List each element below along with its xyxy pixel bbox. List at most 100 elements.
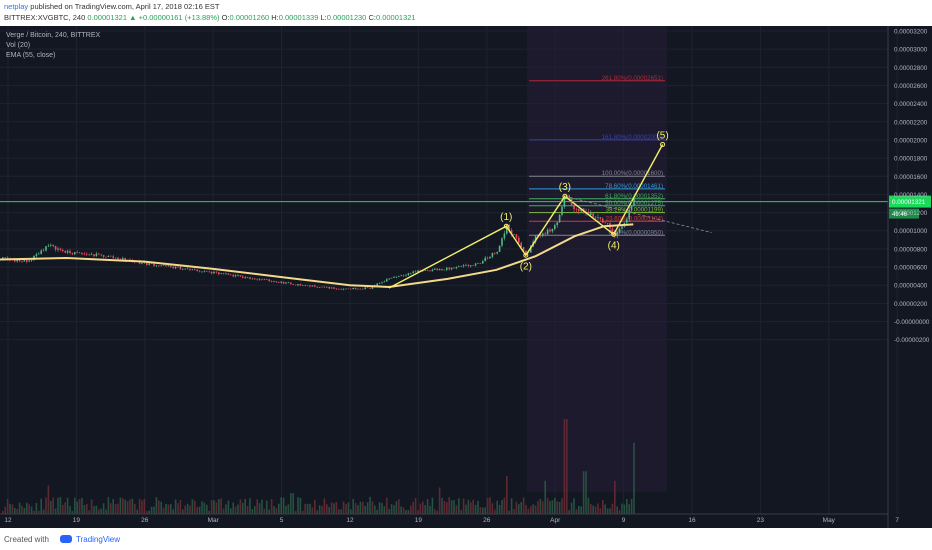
volume-bar — [609, 508, 611, 514]
candle-body — [201, 271, 203, 273]
candle-body — [40, 250, 42, 254]
volume-bar — [590, 504, 592, 514]
candle-body — [556, 222, 558, 226]
legend-title[interactable]: Verge / Bitcoin, 240, BITTREX — [6, 32, 101, 39]
candle-body — [448, 267, 450, 270]
fib-price: 0.00000950 — [628, 229, 661, 236]
candle-body — [112, 256, 114, 258]
volume-bar — [450, 500, 453, 514]
volume-bar — [309, 503, 311, 514]
candle-body — [489, 256, 491, 259]
chart-legend: Verge / Bitcoin, 240, BITTREX Vol (20) E… — [6, 31, 100, 61]
candle-body — [460, 266, 462, 267]
candle-body — [614, 232, 616, 237]
volume-bar — [86, 503, 88, 514]
volume-bar — [251, 509, 254, 514]
candle-body — [359, 288, 362, 290]
elliott-wave-line — [388, 144, 664, 289]
fib-price: 0.00002651 — [628, 75, 661, 82]
volume-bar — [426, 499, 429, 514]
candle-body — [237, 275, 239, 276]
volume-bar — [494, 509, 496, 514]
candle-body — [486, 257, 489, 259]
volume-bar — [285, 505, 287, 514]
volume-bar — [280, 497, 282, 514]
volume-bar — [62, 504, 64, 514]
volume-bar — [424, 505, 426, 514]
candle-body — [314, 285, 316, 287]
candle-body — [446, 267, 448, 270]
candle-body — [249, 277, 251, 279]
chart-panel[interactable]: 261.80%(0.00002651) 161.80%(0.00002001) 10… — [0, 26, 932, 528]
volume-bar — [573, 498, 575, 514]
fib-paren-close: ) — [661, 170, 663, 177]
legend-ema[interactable]: EMA (55, close) — [6, 52, 56, 59]
volume-bar — [458, 498, 460, 514]
volume-bar — [71, 510, 74, 514]
chart-svg[interactable]: 261.80%(0.00002651)161.80%(0.00002001)10… — [0, 26, 932, 528]
volume-bar — [150, 506, 153, 514]
wave-label: (3) — [559, 182, 571, 193]
volume-bar — [477, 500, 479, 514]
volume-bar — [474, 504, 477, 514]
volume-bar — [14, 507, 16, 514]
candle-body — [172, 266, 174, 269]
volume-bar — [290, 493, 292, 514]
volume-bar — [294, 510, 297, 514]
volume-bar — [599, 508, 602, 514]
volume-bar — [376, 509, 378, 514]
volume-bar — [213, 500, 215, 514]
candle-body — [573, 205, 575, 210]
candle-body — [626, 219, 628, 223]
candle-body — [244, 277, 246, 279]
high-label: H: — [271, 13, 279, 22]
x-tick-label: 9 — [622, 517, 626, 524]
y-tick-label: 0.00003200 — [894, 28, 928, 35]
volume-bar — [234, 506, 237, 514]
candle-body — [470, 265, 472, 267]
candle-body — [196, 269, 198, 272]
volume-bar — [611, 503, 614, 514]
legend-volume[interactable]: Vol (20) — [6, 42, 31, 49]
candle-body — [170, 265, 172, 267]
candle-body — [198, 271, 201, 272]
candle-body — [26, 259, 28, 262]
candle-body — [167, 265, 170, 267]
candle-body — [604, 222, 606, 224]
volume-bar — [275, 508, 278, 514]
candle-body — [215, 271, 218, 273]
volume-bar — [297, 497, 299, 514]
volume-bar — [114, 503, 117, 514]
volume-bar — [518, 504, 520, 514]
author-link[interactable]: netplay — [4, 2, 29, 11]
volume-bar — [131, 498, 134, 514]
candle-body — [309, 285, 311, 287]
candle-body — [400, 275, 402, 277]
candle-body — [366, 287, 369, 289]
candle-body — [71, 252, 74, 255]
volume-bar — [155, 497, 158, 514]
candle-body — [542, 233, 544, 236]
candle-body — [438, 268, 441, 271]
volume-bar — [299, 497, 302, 514]
volume-bar — [170, 504, 172, 514]
candle-body — [28, 260, 30, 262]
volume-bar — [162, 507, 165, 514]
volume-bar — [623, 504, 626, 514]
volume-bar — [102, 503, 105, 514]
tradingview-brand[interactable]: TradingView — [76, 535, 121, 544]
volume-bar — [522, 497, 525, 514]
x-tick-label: Mar — [208, 517, 220, 524]
volume-bar — [604, 504, 606, 514]
candle-body — [376, 283, 378, 286]
candle-body — [434, 268, 436, 270]
candle-body — [162, 265, 165, 266]
x-tick-label: 19 — [415, 517, 423, 524]
volume-bar — [78, 499, 81, 514]
candle-body — [431, 269, 434, 272]
fib-paren-open: ( — [626, 229, 629, 236]
volume-bar — [227, 500, 230, 514]
candle-body — [225, 273, 227, 275]
candle-body — [263, 279, 266, 280]
volume-bar — [568, 510, 570, 514]
